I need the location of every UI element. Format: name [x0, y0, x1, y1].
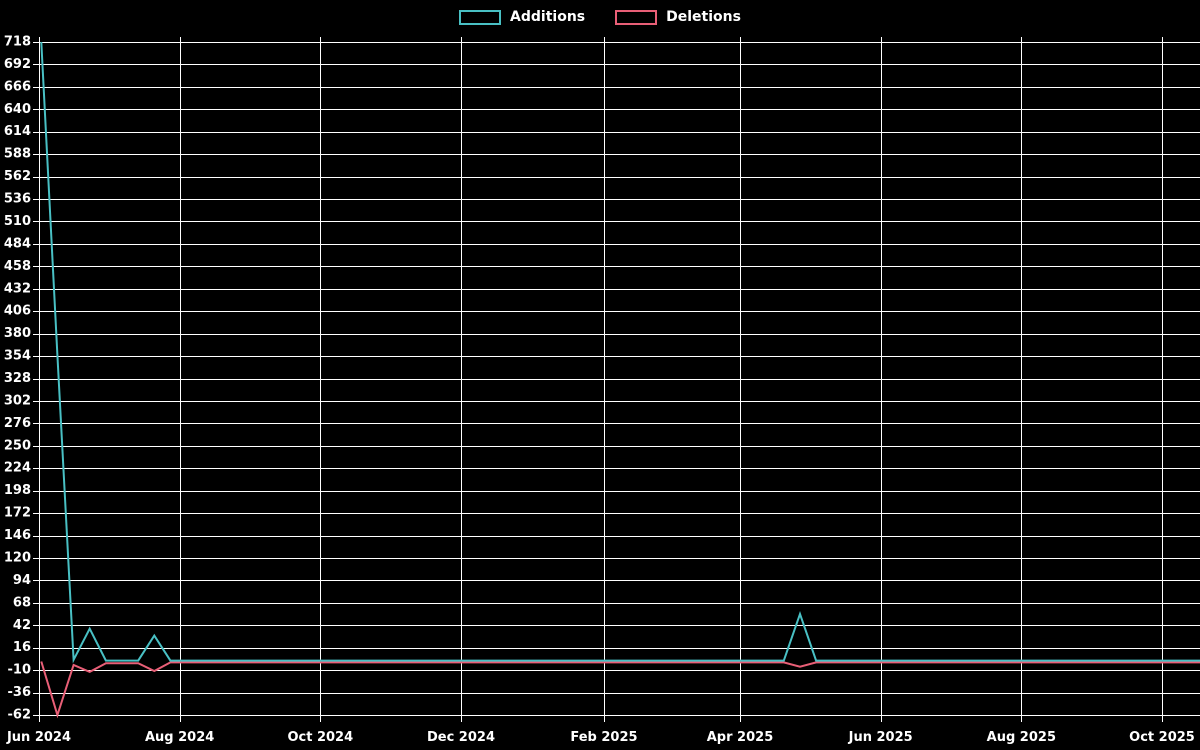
y-axis-tick-label: 432	[4, 281, 31, 296]
y-axis-tick-label: 484	[4, 236, 31, 251]
legend-item-deletions[interactable]: Deletions	[615, 9, 741, 25]
y-axis-tick-label: 666	[4, 79, 31, 94]
additions-line	[40, 41, 1200, 664]
deletions-line	[40, 661, 1200, 719]
y-axis-tick-label: 588	[4, 147, 31, 162]
x-axis-tick-label: Feb 2025	[570, 730, 637, 745]
x-axis-labels: Jun 2024 Aug 2024 Oct 2024 Dec 2024 Feb 2025…	[6, 730, 1195, 745]
y-axis-tick-label: 380	[4, 326, 31, 341]
y-axis-tick-label: 536	[4, 192, 31, 207]
y-axis-tick-label: 302	[4, 393, 31, 408]
x-axis-tick-label: Dec 2024	[427, 730, 495, 745]
legend-label-deletions: Deletions	[666, 9, 741, 25]
y-axis-tick-label: 224	[4, 461, 31, 476]
y-axis-tick-label: 406	[4, 304, 31, 319]
x-axis-tick-label: Aug 2024	[145, 730, 214, 745]
y-axis-tick-label: 146	[4, 528, 31, 543]
y-axis-tick-label: 42	[13, 618, 31, 633]
additions-swatch-icon	[459, 9, 502, 25]
y-axis-tick-label: -36	[8, 685, 32, 700]
x-axis-tick-label: Oct 2025	[1129, 730, 1195, 745]
y-axis-tick-label: 198	[4, 483, 31, 498]
y-axis-tick-label: 68	[13, 595, 31, 610]
x-axis-tick-label: Aug 2025	[987, 730, 1056, 745]
y-axis-tick-label: 718	[4, 35, 31, 50]
y-axis-tick-label: 614	[4, 124, 31, 139]
x-axis-tick-label: Oct 2024	[287, 730, 353, 745]
gridlines	[33, 37, 1200, 722]
y-axis-tick-label: 328	[4, 371, 31, 386]
y-axis-tick-label: -10	[8, 663, 32, 678]
legend-label-additions: Additions	[510, 9, 586, 25]
y-axis-tick-label: -62	[8, 708, 32, 723]
chart-legend: Additions Deletions	[0, 5, 1200, 29]
y-axis-tick-label: 16	[13, 640, 31, 655]
deletions-swatch-icon	[615, 9, 658, 25]
y-axis-tick-label: 562	[4, 169, 31, 184]
y-axis-tick-label: 510	[4, 214, 31, 229]
y-axis-tick-label: 94	[13, 573, 31, 588]
x-axis-tick-label: Apr 2025	[707, 730, 774, 745]
legend-item-additions[interactable]: Additions	[459, 9, 586, 25]
y-axis-tick-label: 172	[4, 506, 31, 521]
y-axis-labels: 718 692 666 640 614 588 562 536 510 484 458 432 406 3…	[4, 35, 31, 723]
y-axis-tick-label: 120	[4, 550, 31, 565]
y-axis-tick-label: 276	[4, 416, 31, 431]
x-axis-tick-label: Jun 2024	[6, 730, 71, 745]
x-axis-tick-label: Jun 2025	[848, 730, 913, 745]
y-axis-tick-label: 640	[4, 102, 31, 117]
y-axis-tick-label: 692	[4, 57, 31, 72]
y-axis-tick-label: 458	[4, 259, 31, 274]
y-axis-tick-label: 250	[4, 438, 31, 453]
y-axis-tick-label: 354	[4, 349, 31, 364]
